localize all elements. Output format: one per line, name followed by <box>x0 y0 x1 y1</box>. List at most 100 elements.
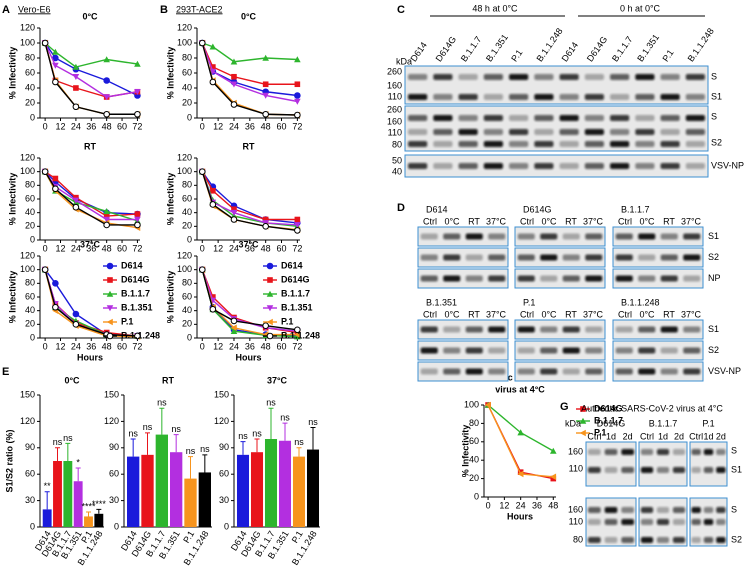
blot-band <box>517 275 535 282</box>
y-tick-label: 0 <box>114 521 119 531</box>
significance-label: ns <box>157 398 167 408</box>
lane-label: 37°C <box>583 216 604 226</box>
band-label: S2 <box>708 345 719 355</box>
blot-band <box>540 347 558 354</box>
lane-label: 2d <box>623 431 633 441</box>
x-tick-label: 60 <box>277 243 287 253</box>
kda-title: kDa <box>565 418 581 428</box>
blot-band <box>465 233 483 240</box>
blot-band <box>638 326 656 333</box>
blot-band <box>585 233 603 240</box>
y-tick-label: 100 <box>20 37 35 47</box>
point <box>103 56 110 63</box>
legend-marker <box>266 332 274 340</box>
point <box>52 280 59 287</box>
point <box>198 168 206 175</box>
point <box>262 92 269 99</box>
x-tick-label: 12 <box>56 341 66 351</box>
blot-band <box>465 368 483 375</box>
blot-band <box>640 507 654 513</box>
error-bar <box>65 442 71 461</box>
blot-band <box>683 347 701 354</box>
blot <box>417 361 509 382</box>
legend-marker <box>580 406 586 412</box>
panel-label: E <box>2 366 9 378</box>
x-tick-label: 48 <box>102 341 112 351</box>
blot <box>612 340 704 361</box>
x-tick-label: 36 <box>86 341 96 351</box>
lane-label: 1d <box>703 431 713 441</box>
blot <box>612 226 704 247</box>
bar <box>127 456 140 527</box>
blot-band <box>656 519 670 525</box>
blot-band <box>540 275 558 282</box>
blot-band <box>638 368 656 375</box>
blot-band <box>443 275 461 282</box>
blot-band <box>672 507 686 513</box>
error-bar <box>130 438 136 457</box>
blot-band <box>540 368 558 375</box>
y-tick-label: 0 <box>30 332 35 342</box>
blot-band <box>610 129 630 135</box>
blot-band <box>672 449 686 455</box>
blot-band <box>610 163 630 169</box>
series-line <box>487 404 554 478</box>
x-tick-label: 36 <box>86 243 96 253</box>
blot-band <box>562 368 580 375</box>
blot-band <box>604 537 618 543</box>
blot-band <box>559 129 579 135</box>
y-tick-label: 20 <box>469 473 479 483</box>
point <box>41 39 49 47</box>
blot-band <box>534 163 554 169</box>
kda-marker: 160 <box>568 446 583 456</box>
point <box>198 39 206 47</box>
point <box>262 81 269 88</box>
series-line <box>487 404 554 452</box>
x-tick-label: 24 <box>71 243 81 253</box>
blot-band <box>660 326 678 333</box>
error-bar <box>296 447 302 457</box>
kda-marker: 260 <box>387 104 402 114</box>
blot <box>514 319 606 340</box>
kda-marker: 110 <box>388 127 402 137</box>
y-tick-label: 0 <box>30 521 35 531</box>
y-tick-label: 90 <box>219 442 229 452</box>
kda-marker: 160 <box>568 504 583 514</box>
lane-label: 0°C <box>639 216 655 226</box>
blot-band <box>420 347 438 354</box>
point <box>72 203 80 211</box>
y-tick-label: 120 <box>20 22 35 32</box>
blot-band <box>559 163 579 169</box>
blot-band <box>433 74 453 80</box>
block-title: B.1.1.248 <box>621 297 660 307</box>
blot-band <box>685 129 705 135</box>
legend-label: B.1.1.248 <box>281 330 320 340</box>
blot-band <box>685 94 705 100</box>
series-line <box>44 42 138 68</box>
blot-band <box>660 163 680 169</box>
point <box>41 168 49 175</box>
lane-label: 0°C <box>444 216 460 226</box>
point <box>517 429 524 436</box>
blot-band <box>420 368 438 375</box>
y-tick-label: 80 <box>469 418 479 428</box>
legend-label: B.1.351 <box>281 302 313 312</box>
bar <box>264 439 278 527</box>
y-tick-label: 90 <box>109 442 119 452</box>
blot <box>404 154 709 178</box>
chart-title: 37°C <box>238 239 259 249</box>
y-tick-label: 40 <box>469 455 479 465</box>
lane-label: RT <box>663 309 675 319</box>
x-tick-label: 24 <box>229 121 239 131</box>
blot-band <box>458 115 478 121</box>
legend-marker <box>106 305 114 312</box>
error-bar <box>86 511 91 517</box>
blot-band <box>562 347 580 354</box>
kda-title: kDa <box>396 56 412 66</box>
blot <box>514 340 606 361</box>
x-tick-label: 0 <box>43 243 48 253</box>
significance-label: **** <box>81 501 96 511</box>
series-line <box>201 42 298 116</box>
significance-label: ns <box>280 413 290 423</box>
error-bar <box>202 454 208 473</box>
